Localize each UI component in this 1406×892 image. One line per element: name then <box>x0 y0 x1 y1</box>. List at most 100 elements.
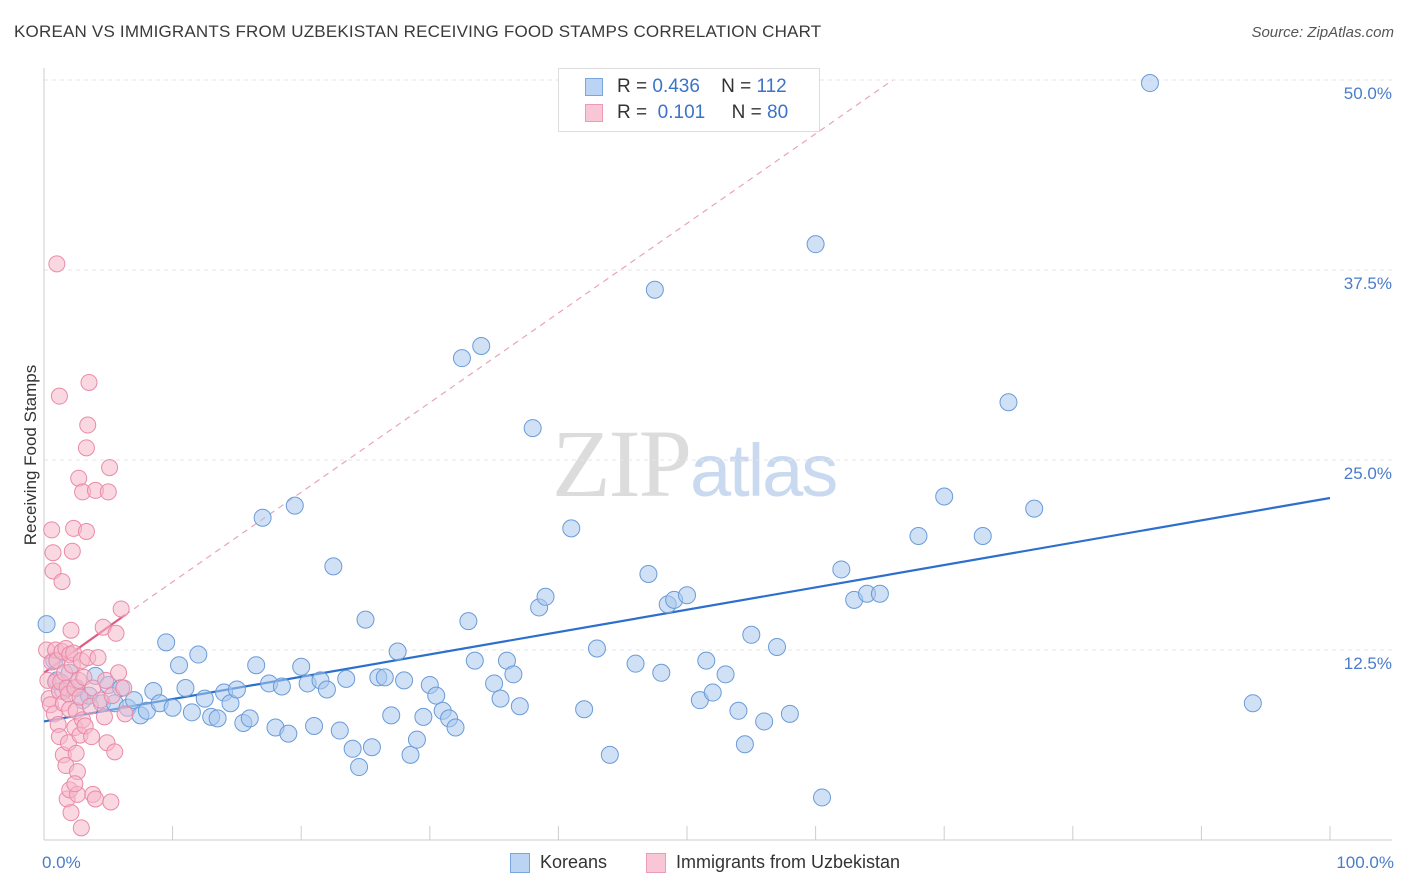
koreans-point <box>973 527 992 545</box>
y-tick-label: 50.0% <box>1344 84 1392 103</box>
koreans-point <box>729 701 748 720</box>
y-tick-label: 12.5% <box>1344 654 1392 673</box>
watermark-atlas: atlas <box>690 429 838 512</box>
koreans-point <box>999 393 1018 412</box>
uzbek-point <box>106 743 124 761</box>
uzbek-point <box>79 416 97 434</box>
koreans-point <box>465 651 484 670</box>
legend-r-value-koreans: 0.436 <box>652 76 700 97</box>
koreans-point <box>375 668 394 687</box>
uzbek-points <box>38 255 134 837</box>
koreans-point <box>163 698 182 717</box>
uzbek-point <box>48 255 66 273</box>
koreans-point <box>510 697 529 716</box>
uzbek-point <box>77 439 95 457</box>
series-swatch-uzbek <box>646 853 666 873</box>
koreans-point <box>350 758 369 777</box>
koreans-point <box>195 689 214 708</box>
uzbek-point <box>43 521 61 539</box>
uzbek-point <box>102 793 120 811</box>
uzbek-trend-extension <box>124 79 894 616</box>
koreans-point <box>562 519 581 538</box>
koreans-point <box>272 677 291 696</box>
koreans-point <box>292 657 311 676</box>
koreans-point <box>279 724 298 743</box>
koreans-point <box>600 745 619 764</box>
series-swatch-koreans <box>510 853 530 873</box>
koreans-point <box>491 689 510 708</box>
koreans-point <box>407 730 426 749</box>
koreans-point <box>401 745 420 764</box>
legend-swatch-koreans <box>585 78 603 96</box>
uzbek-point <box>80 373 98 391</box>
uzbek-point <box>66 775 84 793</box>
koreans-point <box>382 706 401 725</box>
koreans-point <box>459 612 478 631</box>
koreans-point <box>125 691 144 710</box>
koreans-point <box>1243 694 1262 713</box>
koreans-point <box>485 674 504 693</box>
koreans-point <box>388 642 407 661</box>
legend-n-label: N = <box>731 102 762 123</box>
koreans-trend-line <box>43 496 1331 723</box>
uzbek-point <box>115 679 133 697</box>
uzbek-point <box>83 728 101 746</box>
grid-lines <box>44 79 1392 651</box>
koreans-point <box>330 721 349 740</box>
watermark: ZIPatlas <box>552 408 838 519</box>
koreans-point <box>337 669 356 688</box>
koreans-point <box>362 738 381 757</box>
koreans-point <box>176 679 195 697</box>
koreans-point <box>324 557 343 576</box>
uzbek-point <box>84 679 102 697</box>
watermark-zip: ZIP <box>552 410 692 517</box>
koreans-point <box>935 487 954 506</box>
koreans-point <box>813 788 832 807</box>
koreans-point <box>1025 499 1044 518</box>
koreans-point <box>587 639 606 658</box>
koreans-point <box>343 739 362 758</box>
koreans-point <box>395 671 414 690</box>
koreans-point <box>253 508 272 527</box>
uzbek-point <box>97 671 115 689</box>
koreans-points <box>37 74 1262 807</box>
koreans-point <box>356 610 375 629</box>
koreans-point <box>536 587 555 606</box>
koreans-point <box>305 717 324 735</box>
source-label: Source: ZipAtlas.com <box>1251 24 1394 41</box>
koreans-point <box>626 654 645 673</box>
y-tick-label: 25.0% <box>1344 464 1392 483</box>
koreans-point <box>716 665 735 684</box>
koreans-point <box>639 565 658 583</box>
uzbek-point <box>95 708 113 726</box>
koreans-point <box>182 703 201 722</box>
correlation-legend: R = 0.436 N = 112 R = 0.101 N = 80 <box>558 68 820 132</box>
koreans-point <box>742 625 761 644</box>
koreans-point <box>427 686 446 705</box>
legend-n-label: N = <box>721 76 752 97</box>
uzbek-point <box>86 790 104 808</box>
legend-n-value-koreans: 112 <box>756 76 787 97</box>
uzbek-point <box>99 483 117 501</box>
koreans-point <box>414 707 433 726</box>
koreans-point <box>523 419 542 438</box>
uzbek-point <box>112 600 130 618</box>
x-tick-label-min: 0.0% <box>42 853 81 872</box>
uzbek-point <box>72 819 90 837</box>
koreans-point <box>37 615 56 634</box>
koreans-point <box>189 645 208 664</box>
koreans-point <box>780 704 799 723</box>
koreans-point <box>652 663 671 682</box>
koreans-point <box>678 586 696 605</box>
koreans-point <box>227 680 246 699</box>
legend-n-value-uzbek: 80 <box>767 102 789 123</box>
koreans-point <box>504 665 523 684</box>
legend-r-value-uzbek: 0.101 <box>657 102 706 123</box>
legend-swatch-uzbek <box>585 104 603 122</box>
uzbek-point <box>50 387 68 405</box>
koreans-point <box>870 584 889 603</box>
koreans-point <box>703 683 722 702</box>
koreans-point <box>285 496 304 515</box>
koreans-point <box>755 712 774 731</box>
legend-r-label: R = <box>617 102 648 123</box>
